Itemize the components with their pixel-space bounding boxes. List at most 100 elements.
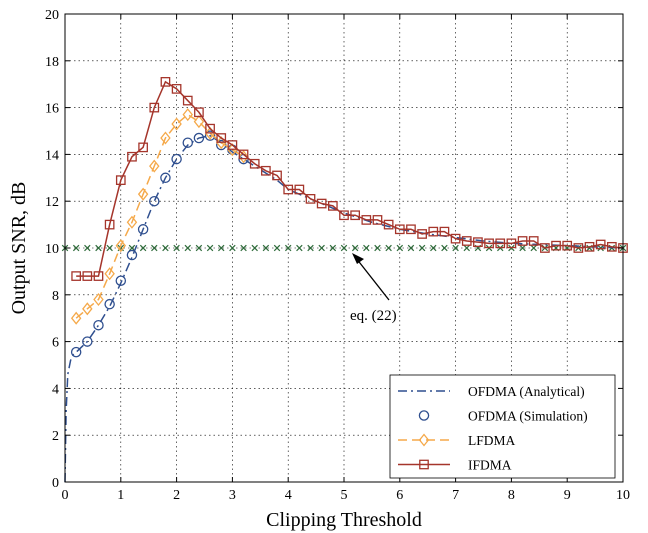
data-point <box>238 150 249 164</box>
data-point <box>294 184 305 195</box>
data-point <box>160 77 171 87</box>
reference-x-marker <box>407 244 415 252</box>
series-3 <box>71 77 628 281</box>
data-point <box>350 210 361 221</box>
annotation-arrow-line <box>355 257 390 301</box>
data-point <box>138 142 148 153</box>
data-point <box>82 336 93 347</box>
reference-x-marker <box>206 244 214 252</box>
reference-x-marker <box>363 244 370 252</box>
reference-x-marker <box>273 244 281 252</box>
reference-x-marker <box>184 244 191 252</box>
data-point <box>327 201 338 211</box>
data-point <box>394 224 405 235</box>
data-point <box>82 271 93 281</box>
data-point <box>517 236 528 246</box>
data-point <box>127 151 137 162</box>
x-tick-label: 4 <box>285 488 292 503</box>
x-tick-label: 7 <box>452 488 459 503</box>
data-point <box>71 271 82 281</box>
data-point <box>160 172 171 184</box>
reference-x-marker <box>307 244 314 252</box>
data-point <box>193 115 205 129</box>
x-tick-label: 9 <box>564 488 571 503</box>
y-tick-label: 8 <box>52 289 59 304</box>
data-point <box>261 165 271 176</box>
series-line <box>75 113 244 319</box>
x-tick-label: 0 <box>62 488 69 503</box>
data-point <box>171 153 182 165</box>
data-point <box>606 241 617 252</box>
data-point <box>484 238 494 249</box>
reference-x-marker <box>385 244 392 252</box>
data-point <box>149 159 160 173</box>
data-point <box>562 240 573 251</box>
y-tick-label: 12 <box>45 195 59 210</box>
reference-x-marker <box>374 244 381 252</box>
legend-marker <box>418 433 430 447</box>
reference-x-marker <box>296 244 303 252</box>
data-point <box>372 215 383 225</box>
reference-x-marker <box>519 244 526 252</box>
data-point <box>93 292 104 307</box>
legend-marker <box>418 410 430 421</box>
reference-x-marker <box>240 244 247 252</box>
reference-x-marker <box>318 244 325 252</box>
series-layer <box>64 77 628 483</box>
data-point <box>104 267 115 281</box>
y-tick-label: 6 <box>52 336 59 351</box>
reference-x-marker <box>229 244 236 252</box>
reference-x-marker <box>106 244 113 252</box>
reference-x-marker <box>530 244 537 252</box>
reference-x-marker <box>340 244 348 252</box>
data-point <box>238 149 249 160</box>
reference-x-marker <box>251 244 258 252</box>
data-point <box>272 170 282 181</box>
data-point <box>126 249 138 261</box>
data-point <box>506 238 517 249</box>
reference-x-marker <box>351 244 359 252</box>
x-tick-label: 8 <box>508 488 515 503</box>
data-point <box>193 132 205 144</box>
data-point <box>339 210 349 221</box>
reference-x-marker <box>452 244 459 252</box>
data-point <box>115 239 127 253</box>
x-axis-label: Clipping Threshold <box>266 509 422 531</box>
data-point <box>115 175 126 185</box>
data-point <box>171 117 182 131</box>
data-point <box>137 187 149 201</box>
reference-x-marker <box>151 244 158 252</box>
data-point <box>439 226 450 237</box>
reference-x-marker <box>430 244 437 252</box>
x-tick-label: 5 <box>341 488 348 503</box>
reference-x-marker <box>284 244 292 252</box>
data-point <box>70 346 82 358</box>
data-point <box>115 275 127 287</box>
data-point <box>104 298 115 310</box>
data-point <box>361 215 372 225</box>
data-point <box>495 238 506 249</box>
data-point <box>528 236 539 246</box>
data-point <box>316 198 327 209</box>
reference-x-marker <box>329 244 337 252</box>
data-point <box>82 302 93 316</box>
data-point <box>406 224 416 235</box>
y-tick-label: 0 <box>52 476 59 491</box>
x-tick-label: 6 <box>396 488 403 503</box>
reference-x-marker <box>396 244 404 252</box>
data-point <box>595 239 606 250</box>
data-point <box>171 84 182 94</box>
series-2 <box>70 108 249 325</box>
reference-x-marker <box>95 244 102 252</box>
legend-label: OFDMA (Simulation) <box>468 409 588 424</box>
reference-x-marker <box>128 244 136 252</box>
data-point <box>450 233 461 244</box>
reference-x-marker <box>139 244 147 252</box>
x-tick-label: 2 <box>173 488 180 503</box>
data-point <box>149 102 160 113</box>
y-tick-label: 2 <box>52 429 59 444</box>
data-point <box>249 158 260 169</box>
data-point <box>194 107 204 118</box>
data-point <box>584 241 595 252</box>
data-point <box>160 131 171 145</box>
